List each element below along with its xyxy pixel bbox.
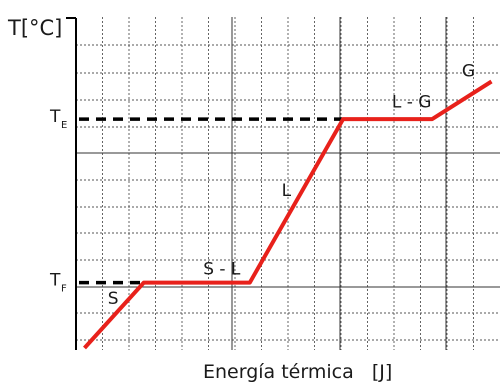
phase-annotation-3: L - G: [392, 93, 432, 113]
y-tick-labels: T ET F: [49, 107, 67, 295]
y-axis-label: T[°C]: [7, 16, 62, 40]
series: [83, 79, 493, 350]
phase-annotation-0: S: [108, 289, 119, 309]
phase-annotation-1: S - L: [203, 259, 241, 279]
annotations: S S - L L L - G G: [108, 62, 475, 309]
reference-lines: [79, 117, 344, 285]
y-tick-sub: E: [61, 120, 67, 131]
y-tick-main: T: [49, 107, 61, 127]
axes: [66, 17, 77, 350]
phase-annotation-4: G: [462, 62, 475, 82]
y-tick-main: T: [49, 271, 61, 291]
phase-annotation-2: L: [282, 181, 292, 201]
y-tick-sub: F: [61, 284, 67, 295]
x-axis-label: Energía térmica [J]: [203, 361, 392, 382]
series-line-0: [83, 79, 493, 350]
grid: [76, 17, 500, 350]
